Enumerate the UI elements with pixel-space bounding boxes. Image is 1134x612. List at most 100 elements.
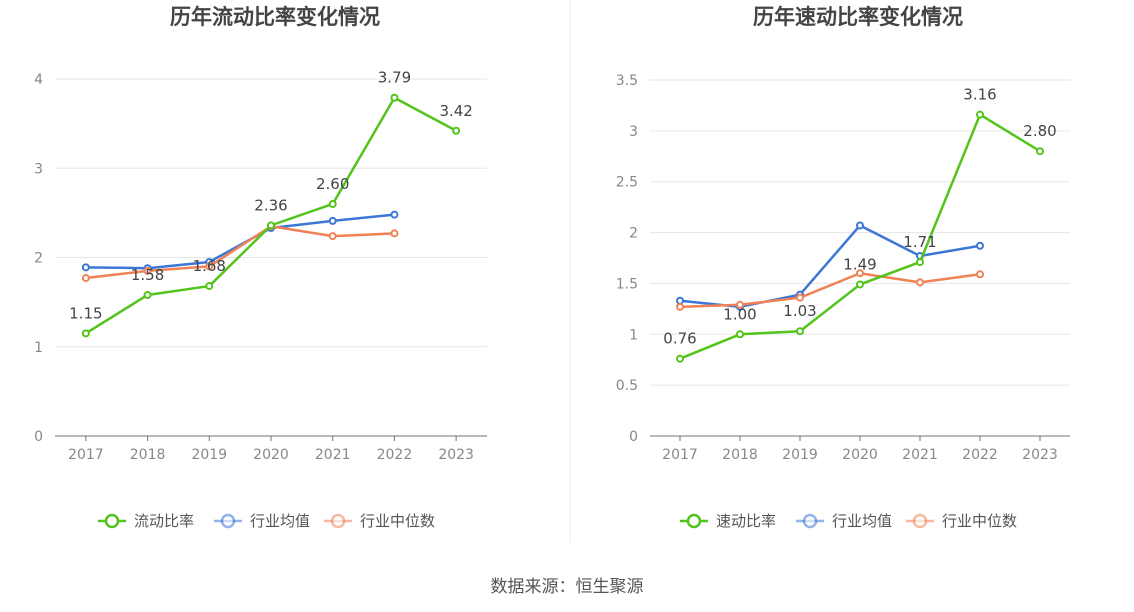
x-tick-label: 2020 (253, 447, 289, 463)
y-tick-label: 2.5 (616, 175, 638, 191)
series-line (679, 272, 981, 309)
data-point (676, 302, 684, 311)
y-tick-label: 3 (34, 161, 43, 177)
y-tick-label: 0 (34, 429, 43, 445)
y-tick-label: 0 (629, 429, 638, 445)
legend-item: 行业中位数 (324, 512, 435, 530)
data-point (143, 290, 152, 299)
data-source: 数据来源：恒生聚源 (491, 577, 644, 597)
data-label: 1.49 (843, 255, 876, 273)
x-tick-label: 2023 (438, 447, 474, 463)
legend-swatch-marker (220, 513, 236, 529)
data-point (267, 221, 275, 230)
data-point (328, 232, 337, 241)
data-point (676, 296, 684, 305)
data-label: 1.68 (193, 257, 226, 275)
x-tick-label: 2022 (377, 447, 413, 463)
data-point (976, 110, 984, 119)
quick-ratio-chart: 历年速动比率变化情况 0 0.5 1 1.5 2 2.5 3 3.5 2017 2018 2019 20… (616, 5, 1070, 530)
legend-label: 行业均值 (832, 512, 892, 530)
data-source-name: 恒生聚源 (576, 577, 644, 597)
data-point (328, 216, 337, 225)
x-tick-label: 2019 (191, 447, 227, 463)
x-tick-label: 2017 (662, 447, 698, 463)
data-point (81, 329, 90, 338)
data-point (976, 270, 984, 279)
data-point (856, 280, 864, 289)
legend-item: 行业均值 (214, 512, 310, 530)
x-tick-label: 2018 (130, 447, 166, 463)
data-label: 3.42 (439, 102, 472, 120)
data-point (390, 210, 399, 219)
y-tick-label: 3.5 (616, 73, 638, 89)
y-tick-label: 0.5 (616, 378, 638, 394)
data-point (736, 330, 744, 339)
legend-swatch-marker (802, 513, 818, 529)
x-tick-label: 2019 (782, 447, 818, 463)
data-label: 2.80 (1023, 122, 1056, 140)
data-point (390, 229, 399, 238)
data-point (1036, 147, 1044, 156)
legend-swatch-marker (912, 513, 928, 529)
legend-swatch-marker (330, 513, 346, 529)
data-point (205, 282, 214, 291)
data-point (736, 300, 744, 309)
y-tick-label: 4 (34, 72, 43, 88)
data-label: 1.03 (783, 302, 816, 320)
legend-swatch-marker (686, 513, 702, 529)
data-point (205, 262, 214, 271)
data-point (328, 199, 337, 208)
chart-title: 历年流动比率变化情况 (170, 5, 380, 29)
legend-item: 行业均值 (796, 512, 892, 530)
data-label: 3.16 (963, 86, 996, 104)
data-label: 1.15 (69, 304, 102, 322)
legend-label: 行业均值 (250, 512, 310, 530)
series-line (85, 225, 395, 280)
y-tick-label: 1 (629, 327, 638, 343)
data-source-label: 数据来源： (491, 577, 576, 597)
data-point (143, 266, 152, 275)
data-point (976, 241, 984, 250)
legend-label: 行业中位数 (360, 512, 435, 530)
data-label: 3.79 (378, 69, 411, 87)
data-point (390, 93, 399, 102)
legend-label: 速动比率 (716, 512, 776, 530)
x-tick-label: 2020 (842, 447, 878, 463)
y-tick-label: 1.5 (616, 276, 638, 292)
x-tick-label: 2018 (722, 447, 758, 463)
data-label: 1.71 (903, 233, 936, 251)
data-label: 1.00 (723, 305, 756, 323)
data-point (796, 293, 804, 302)
data-label: 0.76 (663, 330, 696, 348)
y-tick-label: 3 (629, 124, 638, 140)
legend-swatch-marker (104, 513, 120, 529)
legend-label: 流动比率 (134, 512, 194, 530)
data-point (796, 327, 804, 336)
data-point (81, 274, 90, 283)
x-tick-label: 2021 (315, 447, 351, 463)
y-tick-label: 2 (629, 226, 638, 242)
data-point (916, 278, 924, 287)
legend-item: 流动比率 (98, 512, 194, 530)
series-line (85, 96, 457, 335)
data-point (452, 126, 461, 135)
data-point (916, 258, 924, 267)
x-tick-label: 2017 (68, 447, 104, 463)
data-point (81, 263, 90, 272)
data-label: 1.58 (131, 266, 164, 284)
data-point (856, 269, 864, 278)
y-tick-label: 2 (34, 251, 43, 267)
legend-item: 行业中位数 (906, 512, 1017, 530)
data-label: 2.36 (254, 196, 287, 214)
legend-item: 速动比率 (680, 512, 776, 530)
y-tick-label: 1 (34, 340, 43, 356)
data-point (856, 221, 864, 230)
data-point (676, 354, 684, 363)
x-tick-label: 2021 (902, 447, 938, 463)
x-tick-label: 2023 (1022, 447, 1058, 463)
x-tick-label: 2022 (962, 447, 998, 463)
data-label: 2.60 (316, 175, 349, 193)
legend-label: 行业中位数 (942, 512, 1017, 530)
current-ratio-chart: 历年流动比率变化情况 0 1 2 3 4 2017 2018 2019 2020 2021 2022 2… (34, 5, 487, 530)
